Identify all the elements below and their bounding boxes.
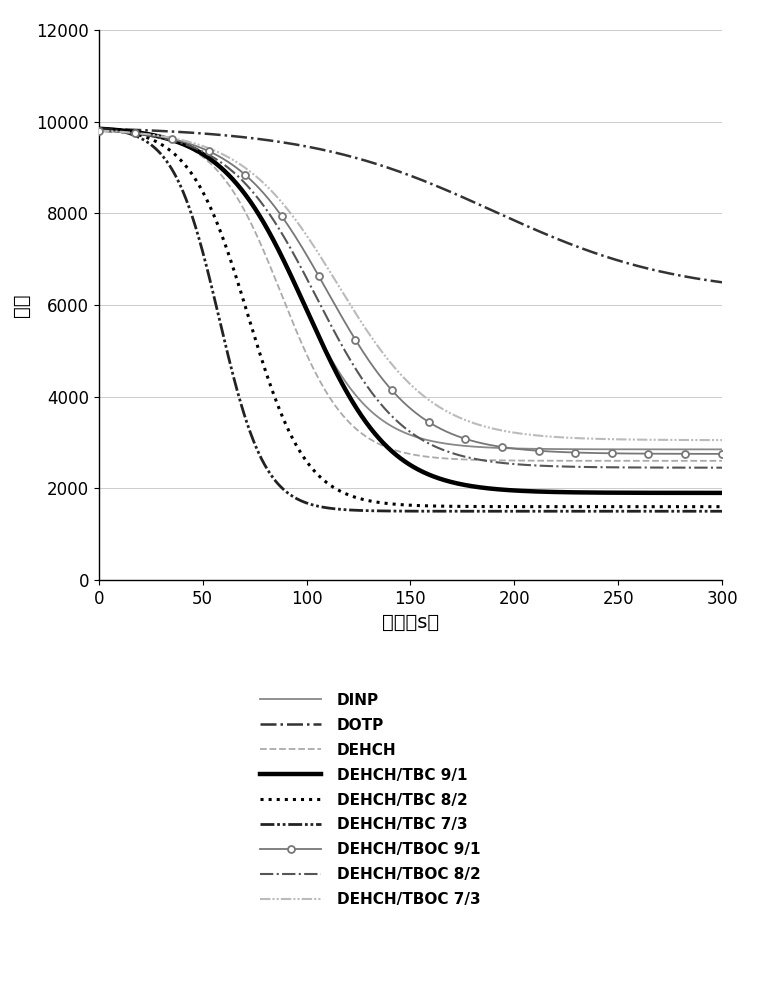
Line: DEHCH/TBOC 8/2: DEHCH/TBOC 8/2 [99, 131, 722, 468]
DEHCH/TBOC 7/3 [585, 433, 594, 445]
DEHCH/TBOC 8/2 [126, 127, 135, 139]
DEHCH/TBC 7/3 [699, 505, 708, 517]
DEHCH [585, 455, 594, 467]
DEHCH/TBC 9/1 [699, 487, 708, 499]
DEHCH/TBOC 8/2 [397, 419, 407, 431]
DOTP [126, 124, 135, 136]
DINP [381, 416, 390, 428]
DEHCH/TBOC 8/2 [585, 461, 594, 473]
DEHCH/TBOC 9/1 [585, 447, 594, 459]
Line: DEHCH/TBC 8/2: DEHCH/TBC 8/2 [99, 128, 722, 507]
DEHCH/TBC 9/1 [585, 487, 594, 499]
DEHCH/TBC 7/3 [381, 505, 390, 517]
Line: DINP: DINP [99, 130, 722, 449]
DEHCH/TBC 8/2 [699, 501, 708, 513]
DINP [717, 443, 727, 455]
DINP [585, 443, 594, 455]
DOTP [381, 161, 390, 173]
DINP [699, 443, 708, 455]
DEHCH [397, 446, 407, 458]
DEHCH/TBC 9/1 [717, 487, 727, 499]
DEHCH/TBOC 9/1 [717, 448, 727, 460]
DOTP [699, 274, 708, 286]
DEHCH/TBOC 7/3 [717, 434, 727, 446]
DEHCH/TBC 7/3 [126, 128, 135, 140]
DEHCH/TBC 8/2 [585, 501, 594, 513]
DEHCH/TBC 9/1 [94, 123, 103, 135]
DEHCH/TBOC 7/3 [699, 434, 708, 446]
X-axis label: 时间（s）: 时间（s） [382, 613, 439, 632]
DEHCH/TBOC 8/2 [699, 462, 708, 474]
Legend: DINP, DOTP, DEHCH, DEHCH/TBC 9/1, DEHCH/TBC 8/2, DEHCH/TBC 7/3, DEHCH/TBOC 9/1, : DINP, DOTP, DEHCH, DEHCH/TBC 9/1, DEHCH/… [261, 693, 480, 907]
DEHCH/TBC 9/1 [126, 125, 135, 137]
DEHCH/TBOC 8/2 [717, 462, 727, 474]
DEHCH/TBC 8/2 [94, 122, 103, 134]
DOTP [585, 245, 594, 257]
DEHCH/TBC 9/1 [699, 487, 708, 499]
DEHCH/TBOC 9/1 [699, 448, 708, 460]
DEHCH [699, 455, 708, 467]
DEHCH/TBOC 7/3 [126, 127, 135, 139]
Line: DEHCH/TBC 7/3: DEHCH/TBC 7/3 [99, 128, 722, 511]
DEHCH/TBOC 9/1 [699, 448, 708, 460]
DOTP [397, 167, 407, 179]
DEHCH/TBC 8/2 [699, 501, 708, 513]
DEHCH/TBC 7/3 [585, 505, 594, 517]
DEHCH/TBC 9/1 [397, 453, 407, 465]
DINP [126, 126, 135, 138]
DEHCH/TBOC 9/1 [126, 127, 135, 139]
DEHCH/TBOC 8/2 [381, 403, 390, 415]
DEHCH/TBC 8/2 [126, 127, 135, 139]
Line: DEHCH: DEHCH [99, 130, 722, 461]
Line: DOTP: DOTP [99, 129, 722, 282]
DEHCH/TBC 7/3 [717, 505, 727, 517]
DEHCH/TBOC 7/3 [397, 370, 407, 382]
Line: DEHCH/TBOC 9/1: DEHCH/TBOC 9/1 [99, 131, 722, 454]
DEHCH/TBC 8/2 [717, 501, 727, 513]
DINP [94, 124, 103, 136]
DEHCH [126, 126, 135, 138]
Y-axis label: 振幅: 振幅 [11, 293, 30, 317]
DOTP [699, 274, 708, 286]
DEHCH/TBOC 7/3 [699, 434, 708, 446]
DEHCH/TBOC 7/3 [94, 125, 103, 137]
DEHCH/TBC 7/3 [699, 505, 708, 517]
DEHCH/TBOC 9/1 [94, 125, 103, 137]
DEHCH [717, 455, 727, 467]
DEHCH/TBOC 8/2 [699, 462, 708, 474]
DEHCH/TBC 7/3 [94, 122, 103, 134]
DEHCH/TBOC 9/1 [397, 395, 407, 407]
DEHCH/TBC 8/2 [381, 497, 390, 509]
Line: DEHCH/TBC 9/1: DEHCH/TBC 9/1 [99, 129, 722, 493]
DOTP [717, 276, 727, 288]
DOTP [94, 123, 103, 135]
Line: DEHCH/TBOC 7/3: DEHCH/TBOC 7/3 [99, 131, 722, 440]
DEHCH [699, 455, 708, 467]
DEHCH/TBOC 8/2 [94, 125, 103, 137]
DEHCH/TBC 9/1 [381, 439, 390, 451]
DINP [397, 425, 407, 437]
DEHCH/TBOC 7/3 [381, 350, 390, 362]
DEHCH [94, 124, 103, 136]
DEHCH [381, 441, 390, 453]
DEHCH/TBC 8/2 [397, 499, 407, 511]
DEHCH/TBC 7/3 [397, 505, 407, 517]
DINP [699, 443, 708, 455]
DEHCH/TBOC 9/1 [381, 377, 390, 389]
